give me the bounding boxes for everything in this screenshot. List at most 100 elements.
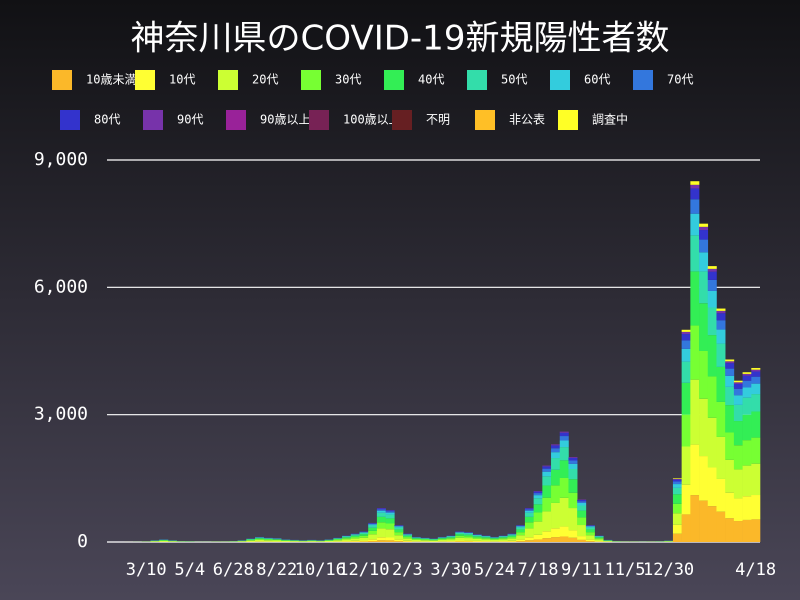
bar-segment [542,497,552,512]
bar-segment [455,532,465,533]
legend-label: 100歳以上 [343,113,401,127]
legend-label: 40代 [418,73,444,87]
bar-segment [368,539,378,542]
bar-segment [568,508,578,531]
bar-segment [524,512,534,517]
bar-segment [342,537,352,539]
bar-segment [681,514,691,542]
bar-segment [751,519,761,542]
bar-segment [403,540,413,542]
bar-segment [376,540,386,542]
bar-segment [359,541,369,542]
legend-label: 20代 [252,73,278,87]
bar-segment [333,540,343,542]
bar-segment [463,541,473,542]
bar-segment [559,497,569,527]
bar-segment [385,514,395,519]
bar-segment [742,397,752,415]
bar-segment [359,537,369,541]
legend-swatch [135,70,155,90]
bar-segment [751,376,761,384]
bar-segment [376,528,386,538]
x-tick-label: 4/18 [735,560,776,580]
bar-segment [699,252,709,272]
bar-segment [733,521,743,542]
bar-segment [751,411,761,438]
legend-label: 不明 [426,113,450,127]
bar-segment [333,538,343,540]
bar-segment [516,525,526,526]
bar-segment [472,537,482,539]
bar-segment [551,485,561,503]
bar-segment [559,536,569,542]
bar-segment [699,230,709,240]
bar-segment [437,539,447,540]
bar-segment [725,363,735,369]
bar-segment [742,373,752,376]
bar-segment [551,502,561,529]
bar-segment [368,524,378,526]
bar-segment [455,537,465,541]
bar-segment [498,538,508,540]
bar-segment [707,307,717,336]
bar-segment [533,534,543,540]
bar-segment [742,440,752,466]
bar-segment [568,460,578,464]
legend-label: 30代 [335,73,361,87]
bar-segment [568,530,578,538]
bar-segment [690,495,700,542]
y-tick-label: 0 [77,531,88,552]
bar-segment [742,496,752,520]
bar-segment [368,523,378,524]
bar-segment [490,537,500,539]
bar-segment [733,404,743,422]
bar-segment [411,539,421,540]
bar-segment [568,468,578,480]
bar-segment [333,538,343,539]
bar-segment [307,541,317,542]
bar-segment [411,538,421,540]
bar-segment [603,541,613,542]
bar-segment [751,394,761,412]
bar-segment [385,512,395,515]
bar-segment [281,540,291,542]
bar-segment [585,529,595,533]
bar-segment [533,504,543,513]
x-tick-label: 7/18 [518,560,559,580]
bar-segment [403,534,413,536]
bar-segment [463,532,473,534]
bar-segment [725,405,735,433]
bar-segment [394,525,404,527]
bar-segment [577,501,587,503]
bar-segment [716,310,726,314]
bar-segment [516,541,526,542]
bar-segment [733,380,743,383]
bar-segment [246,539,256,541]
bar-segment [551,458,561,470]
bar-segment [385,529,395,538]
bar-segment [542,471,552,477]
bar-segment [524,508,534,510]
bar-segment [420,540,430,542]
bar-segment [681,484,691,515]
bar-segment [559,432,569,437]
bar-segment [751,463,761,496]
bar-segment [699,303,709,351]
bar-segment [420,538,430,540]
legend-swatch [392,110,412,130]
bar-segment [350,535,360,538]
bar-segment [472,538,482,541]
bar-segment [733,445,743,470]
bar-segment [716,313,726,321]
x-tick-label: 6/28 [213,560,254,580]
bar-segment [507,534,517,536]
bar-segment [733,383,743,389]
legend-label: 50代 [501,73,527,87]
bar-segment [707,279,717,291]
bar-segment [446,541,456,542]
bar-segment [699,398,709,457]
bar-segment [568,479,578,493]
bar-segment [455,532,465,535]
bar-segment [411,537,421,539]
